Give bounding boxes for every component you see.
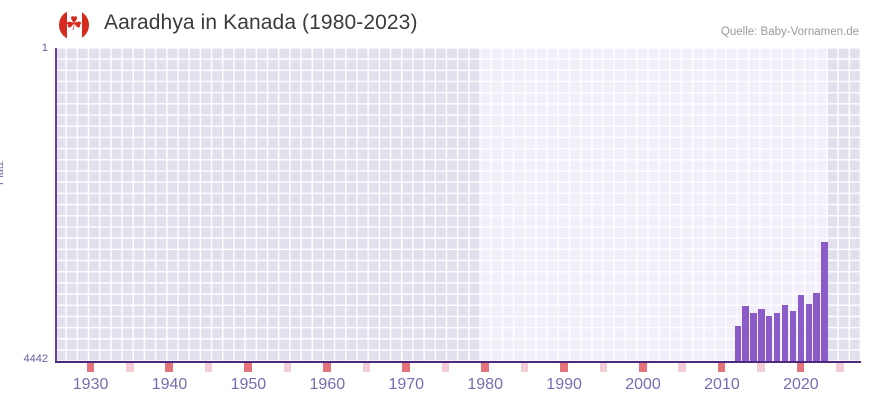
page-title: Aaradhya in Kanada (1980-2023): [104, 11, 418, 34]
bar-2018[interactable]: [781, 305, 789, 362]
x-axis-label-2010: 2010: [704, 376, 740, 393]
bar-2016[interactable]: [766, 316, 773, 362]
x-axis-minor-tick-1955: [283, 363, 292, 372]
x-axis-label-1960: 1960: [309, 376, 346, 393]
bar-2013[interactable]: [742, 306, 749, 362]
x-axis-label-1990: 1990: [546, 376, 582, 393]
x-axis-tick-1980: [481, 363, 489, 372]
y-axis-tick-top: 1: [41, 42, 48, 54]
x-axis-minor-tick-1945: [204, 363, 213, 372]
y-axis-title: Platz: [0, 160, 6, 185]
x-axis-tick-2000: [639, 363, 647, 372]
chart-header: ☘ Aaradhya in Kanada (1980-2023) Quelle:…: [0, 0, 873, 46]
bar-2021[interactable]: [805, 304, 812, 362]
x-axis-label-1940: 1940: [151, 376, 188, 393]
canada-flag-icon: ☘: [59, 10, 89, 40]
x-axis-minor-tick-1975: [441, 363, 450, 372]
x-axis-minor-tick-2005: [678, 363, 686, 372]
x-axis-tick-1950: [244, 363, 252, 372]
x-axis-label-1930: 1930: [72, 376, 109, 393]
bar-2012[interactable]: [734, 326, 741, 362]
x-axis-tick-1940: [165, 363, 173, 372]
source-attribution: Quelle: Baby-Vornamen.de: [720, 26, 859, 38]
bar-2022[interactable]: [813, 293, 820, 362]
x-axis-line: [55, 361, 861, 363]
maple-leaf-icon: ☘: [65, 14, 83, 35]
plot-area: [55, 48, 860, 362]
bar-2014[interactable]: [750, 313, 757, 362]
x-axis-ticks: 1930 1940 1950 1960 1970 1980 1990 2000 2010 2020: [55, 363, 861, 402]
bar-2017[interactable]: [773, 313, 781, 362]
bar-2019[interactable]: [789, 311, 797, 362]
x-axis-tick-2020: [796, 363, 805, 372]
x-axis-tick-1990: [560, 363, 568, 372]
y-axis-line: [55, 48, 57, 363]
x-axis-minor-tick-1935: [126, 363, 134, 372]
bar-2023[interactable]: [821, 241, 828, 362]
x-axis-tick-1930: [86, 363, 95, 372]
x-axis-minor-tick-2015: [757, 363, 765, 372]
x-axis-tick-1960: [323, 363, 331, 372]
flag-band-left: [59, 10, 67, 40]
bar-2020[interactable]: [797, 295, 804, 362]
grid-lines: [55, 48, 860, 362]
x-axis-tick-2010: [717, 363, 726, 372]
x-axis-tick-1970: [402, 363, 410, 372]
y-axis-tick-bottom: 4442: [23, 353, 48, 365]
x-axis-label-1950: 1950: [230, 376, 267, 393]
bar-2015[interactable]: [758, 309, 765, 362]
flag-band-right: [81, 10, 89, 40]
bar-series: [55, 48, 860, 362]
x-axis-label-1970: 1970: [388, 376, 425, 393]
x-axis-label-2000: 2000: [625, 376, 661, 393]
x-axis-minor-tick-1995: [599, 363, 608, 372]
x-axis-minor-tick-2025: [836, 363, 844, 372]
x-axis-label-1980: 1980: [467, 376, 503, 393]
x-axis-minor-tick-1985: [520, 363, 529, 372]
x-axis-minor-tick-1965: [362, 363, 371, 372]
x-axis-label-2020: 2020: [783, 376, 819, 393]
